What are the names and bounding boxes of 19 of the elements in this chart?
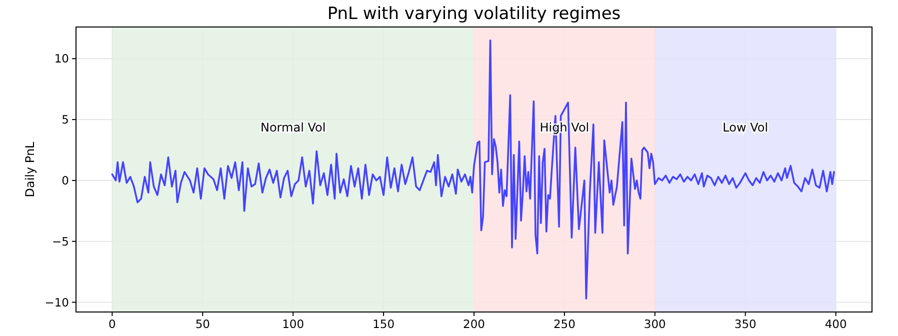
- x-tick-label: 350: [734, 317, 756, 331]
- y-tick-label: −10: [44, 295, 69, 310]
- x-tick-label: 300: [644, 317, 666, 331]
- x-tick-label: 400: [824, 317, 847, 331]
- y-axis-title: Daily PnL: [23, 141, 37, 198]
- chart-title: PnL with varying volatility regimes: [327, 4, 621, 24]
- x-tick-label: 50: [195, 317, 210, 331]
- x-tick-label: 250: [553, 317, 576, 331]
- line-series: [111, 39, 835, 300]
- x-tick-label: 100: [282, 317, 304, 331]
- y-tick-label: 0: [62, 173, 69, 188]
- y-tick-label: −5: [52, 234, 69, 248]
- x-tick-label: 0: [108, 317, 116, 331]
- y-tick-label: 10: [54, 52, 69, 66]
- band-label: Normal Vol: [260, 120, 326, 135]
- band-label: Low Vol: [722, 120, 768, 135]
- x-tick-label: 150: [372, 317, 395, 331]
- x-tick-label: 200: [463, 317, 485, 331]
- y-tick-label: 5: [62, 112, 69, 127]
